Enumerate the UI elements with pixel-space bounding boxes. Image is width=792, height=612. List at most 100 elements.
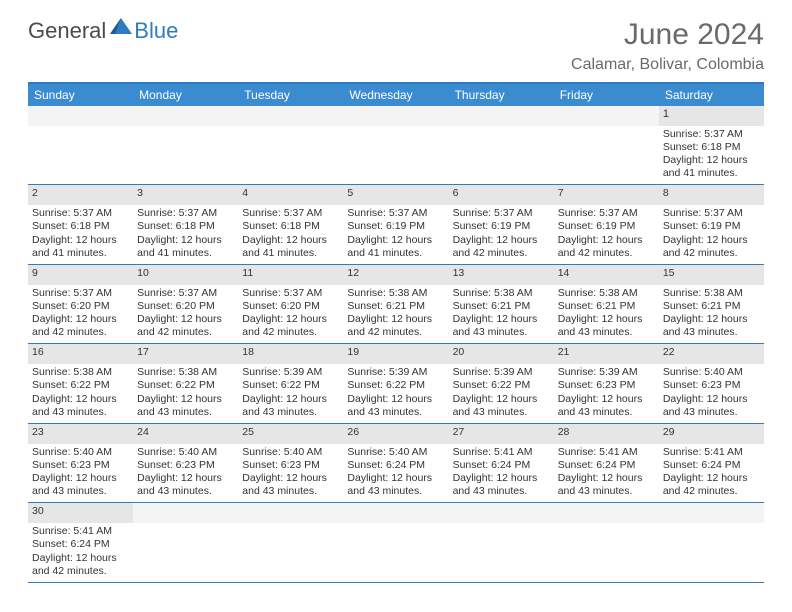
day-number: 13 — [449, 265, 554, 285]
sunset: Sunset: 6:22 PM — [32, 379, 129, 392]
sunrise: Sunrise: 5:37 AM — [347, 207, 444, 220]
daylight: Daylight: 12 hours and 43 minutes. — [453, 472, 550, 498]
sunrise: Sunrise: 5:37 AM — [663, 128, 760, 141]
daylight: Daylight: 12 hours and 42 minutes. — [32, 552, 129, 578]
daylight: Daylight: 12 hours and 42 minutes. — [32, 313, 129, 339]
day-cell: Sunrise: 5:37 AMSunset: 6:20 PMDaylight:… — [133, 285, 238, 344]
header: General Blue June 2024 Calamar, Bolivar,… — [28, 18, 764, 74]
logo-part1: General — [28, 18, 106, 44]
day-cell — [343, 126, 448, 185]
day-number — [133, 503, 238, 523]
sunset: Sunset: 6:18 PM — [663, 141, 760, 154]
day-number: 12 — [343, 265, 448, 285]
day-cell: Sunrise: 5:41 AMSunset: 6:24 PMDaylight:… — [449, 444, 554, 503]
week-2-numbers: 9101112131415 — [28, 265, 764, 285]
day-number: 25 — [238, 424, 343, 444]
title-block: June 2024 Calamar, Bolivar, Colombia — [571, 18, 764, 74]
sunrise: Sunrise: 5:40 AM — [242, 446, 339, 459]
daylight: Daylight: 12 hours and 43 minutes. — [663, 313, 760, 339]
sunset: Sunset: 6:23 PM — [663, 379, 760, 392]
week-3-numbers: 16171819202122 — [28, 344, 764, 364]
daylight: Daylight: 12 hours and 43 minutes. — [558, 393, 655, 419]
daylight: Daylight: 12 hours and 41 minutes. — [347, 234, 444, 260]
week-0-empty-strip: 1 — [28, 106, 764, 126]
week-0-content: Sunrise: 5:37 AMSunset: 6:18 PMDaylight:… — [28, 126, 764, 186]
daylight: Daylight: 12 hours and 43 minutes. — [453, 313, 550, 339]
day-number: 22 — [659, 344, 764, 364]
day-cell: Sunrise: 5:37 AMSunset: 6:19 PMDaylight:… — [659, 205, 764, 264]
sunset: Sunset: 6:18 PM — [242, 220, 339, 233]
sunrise: Sunrise: 5:38 AM — [32, 366, 129, 379]
day-number — [238, 503, 343, 523]
weekday-friday: Friday — [554, 84, 659, 106]
day-cell: Sunrise: 5:37 AMSunset: 6:18 PMDaylight:… — [28, 205, 133, 264]
day-cell: Sunrise: 5:39 AMSunset: 6:22 PMDaylight:… — [449, 364, 554, 423]
sunset: Sunset: 6:22 PM — [242, 379, 339, 392]
daylight: Daylight: 12 hours and 43 minutes. — [137, 393, 234, 419]
sunrise: Sunrise: 5:37 AM — [32, 207, 129, 220]
sunrise: Sunrise: 5:39 AM — [242, 366, 339, 379]
day-cell: Sunrise: 5:37 AMSunset: 6:19 PMDaylight:… — [554, 205, 659, 264]
day-number: 14 — [554, 265, 659, 285]
daylight: Daylight: 12 hours and 41 minutes. — [242, 234, 339, 260]
day-cell — [554, 523, 659, 582]
sunrise: Sunrise: 5:38 AM — [347, 287, 444, 300]
sunset: Sunset: 6:18 PM — [137, 220, 234, 233]
sunrise: Sunrise: 5:41 AM — [558, 446, 655, 459]
day-cell: Sunrise: 5:37 AMSunset: 6:20 PMDaylight:… — [238, 285, 343, 344]
day-number: 24 — [133, 424, 238, 444]
sunset: Sunset: 6:23 PM — [137, 459, 234, 472]
daylight: Daylight: 12 hours and 43 minutes. — [347, 393, 444, 419]
daylight: Daylight: 12 hours and 43 minutes. — [32, 393, 129, 419]
sunrise: Sunrise: 5:38 AM — [558, 287, 655, 300]
daylight: Daylight: 12 hours and 42 minutes. — [242, 313, 339, 339]
empty-cell — [238, 106, 343, 126]
day-number: 19 — [343, 344, 448, 364]
daylight: Daylight: 12 hours and 42 minutes. — [558, 234, 655, 260]
day-number: 10 — [133, 265, 238, 285]
calendar: SundayMondayTuesdayWednesdayThursdayFrid… — [28, 82, 764, 583]
day-number: 18 — [238, 344, 343, 364]
day-cell: Sunrise: 5:38 AMSunset: 6:21 PMDaylight:… — [343, 285, 448, 344]
sunrise: Sunrise: 5:40 AM — [663, 366, 760, 379]
sunset: Sunset: 6:24 PM — [32, 538, 129, 551]
day-cell — [238, 126, 343, 185]
day-number: 20 — [449, 344, 554, 364]
sunset: Sunset: 6:21 PM — [663, 300, 760, 313]
day-cell: Sunrise: 5:38 AMSunset: 6:21 PMDaylight:… — [554, 285, 659, 344]
day-cell: Sunrise: 5:39 AMSunset: 6:22 PMDaylight:… — [343, 364, 448, 423]
day-number: 11 — [238, 265, 343, 285]
day-number: 2 — [28, 185, 133, 205]
weekday-tuesday: Tuesday — [238, 84, 343, 106]
sunset: Sunset: 6:22 PM — [453, 379, 550, 392]
daylight: Daylight: 12 hours and 43 minutes. — [558, 472, 655, 498]
day-cell — [343, 523, 448, 582]
empty-cell: 1 — [659, 106, 764, 126]
sunrise: Sunrise: 5:40 AM — [32, 446, 129, 459]
daylight: Daylight: 12 hours and 41 minutes. — [32, 234, 129, 260]
day-number: 17 — [133, 344, 238, 364]
week-4-numbers: 23242526272829 — [28, 424, 764, 444]
sunset: Sunset: 6:19 PM — [453, 220, 550, 233]
logo-triangle-icon — [110, 18, 132, 39]
day-cell: Sunrise: 5:41 AMSunset: 6:24 PMDaylight:… — [659, 444, 764, 503]
sunset: Sunset: 6:23 PM — [32, 459, 129, 472]
week-1-numbers: 2345678 — [28, 185, 764, 205]
sunrise: Sunrise: 5:37 AM — [242, 207, 339, 220]
sunset: Sunset: 6:20 PM — [137, 300, 234, 313]
day-number: 9 — [28, 265, 133, 285]
sunrise: Sunrise: 5:39 AM — [558, 366, 655, 379]
daylight: Daylight: 12 hours and 43 minutes. — [32, 472, 129, 498]
daylight: Daylight: 12 hours and 43 minutes. — [242, 472, 339, 498]
day-cell: Sunrise: 5:40 AMSunset: 6:23 PMDaylight:… — [238, 444, 343, 503]
sunset: Sunset: 6:18 PM — [32, 220, 129, 233]
day-number: 30 — [28, 503, 133, 523]
day-cell: Sunrise: 5:37 AMSunset: 6:18 PMDaylight:… — [659, 126, 764, 185]
sunrise: Sunrise: 5:40 AM — [137, 446, 234, 459]
day-cell: Sunrise: 5:37 AMSunset: 6:19 PMDaylight:… — [343, 205, 448, 264]
sunrise: Sunrise: 5:37 AM — [663, 207, 760, 220]
sunset: Sunset: 6:24 PM — [347, 459, 444, 472]
day-cell: Sunrise: 5:41 AMSunset: 6:24 PMDaylight:… — [554, 444, 659, 503]
day-number: 28 — [554, 424, 659, 444]
sunset: Sunset: 6:22 PM — [347, 379, 444, 392]
